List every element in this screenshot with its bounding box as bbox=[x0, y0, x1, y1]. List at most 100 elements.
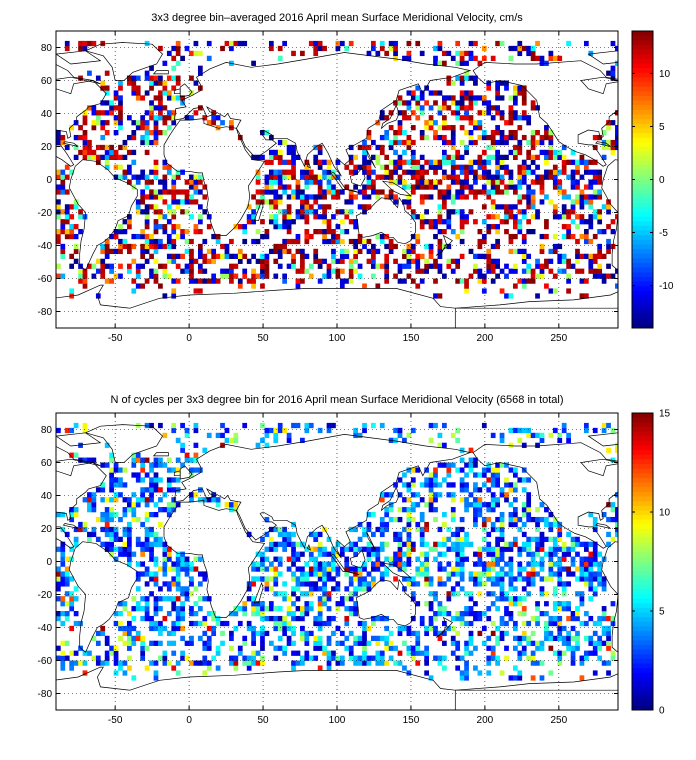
bin-cell bbox=[433, 516, 438, 523]
bin-cell bbox=[135, 502, 141, 508]
bin-cell bbox=[419, 615, 425, 622]
bin-cell bbox=[481, 174, 487, 180]
bin-cell bbox=[322, 238, 327, 245]
bin-cell bbox=[344, 214, 350, 220]
bin-cell bbox=[473, 120, 478, 126]
bin-cell bbox=[433, 507, 438, 513]
bin-cell bbox=[388, 243, 394, 250]
colorbar-tick-label: 0 bbox=[659, 706, 665, 717]
bin-cell bbox=[375, 154, 381, 160]
bin-cell bbox=[122, 229, 128, 235]
bin-cell bbox=[211, 258, 217, 264]
bin-cell bbox=[402, 566, 407, 572]
bin-cell bbox=[575, 611, 580, 617]
bin-cell bbox=[60, 665, 66, 671]
bin-cell bbox=[570, 179, 576, 185]
bin-cell bbox=[521, 194, 527, 200]
bin-cell bbox=[601, 278, 607, 284]
bin-cell bbox=[109, 531, 114, 538]
bin-cell bbox=[588, 551, 594, 557]
bin-cell bbox=[477, 120, 483, 126]
bin-cell bbox=[82, 120, 88, 126]
bin-cell bbox=[526, 139, 532, 146]
bin-cell bbox=[548, 258, 554, 264]
bin-cell bbox=[530, 561, 536, 567]
bin-cell bbox=[126, 526, 132, 533]
colorbar-segment bbox=[632, 82, 653, 88]
bin-cell bbox=[410, 258, 416, 264]
bin-cell bbox=[56, 199, 61, 205]
bin-cell bbox=[419, 253, 425, 259]
bin-cell bbox=[153, 502, 159, 508]
bin-cell bbox=[561, 268, 567, 274]
bin-cell bbox=[397, 507, 403, 513]
bin-cell bbox=[548, 248, 554, 255]
bin-cell bbox=[575, 541, 580, 547]
bin-cell bbox=[171, 576, 177, 582]
bin-cell bbox=[202, 670, 208, 676]
bin-cell bbox=[566, 606, 571, 612]
bin-cell bbox=[397, 139, 403, 146]
colorbar-segment bbox=[632, 700, 653, 706]
bin-cell bbox=[544, 611, 549, 617]
bin-cell bbox=[526, 194, 532, 200]
bin-cell bbox=[82, 134, 88, 141]
bin-cell bbox=[78, 526, 83, 533]
bin-cell bbox=[437, 293, 443, 299]
bin-cell bbox=[353, 243, 359, 250]
bin-cell bbox=[433, 184, 438, 190]
bin-cell bbox=[615, 507, 618, 513]
bin-cell bbox=[424, 194, 429, 200]
bin-cell bbox=[486, 154, 492, 160]
bin-cell bbox=[180, 650, 185, 656]
bin-cell bbox=[557, 189, 563, 195]
bin-cell bbox=[455, 645, 461, 651]
bin-cell bbox=[149, 576, 154, 582]
bin-cell bbox=[308, 586, 314, 592]
bin-cell bbox=[477, 581, 483, 587]
bin-cell bbox=[242, 229, 248, 235]
bin-cell bbox=[406, 169, 412, 175]
bin-cell bbox=[486, 487, 492, 493]
bin-cell bbox=[162, 551, 168, 557]
bin-cell bbox=[122, 601, 128, 607]
bin-cell bbox=[122, 169, 128, 175]
bin-cell bbox=[490, 467, 496, 473]
bin-cell bbox=[158, 521, 163, 528]
bin-cell bbox=[251, 561, 256, 567]
bin-cell bbox=[158, 243, 163, 250]
bin-cell bbox=[300, 194, 305, 200]
bin-cell bbox=[82, 457, 88, 463]
colorbar-segment bbox=[632, 170, 653, 176]
bin-cell bbox=[339, 546, 345, 552]
bin-cell bbox=[308, 179, 314, 185]
bin-cell bbox=[126, 556, 132, 562]
bin-cell bbox=[344, 253, 350, 259]
bin-cell bbox=[450, 482, 456, 488]
bin-cell bbox=[371, 154, 376, 160]
bin-cell bbox=[552, 55, 558, 61]
bin-cell bbox=[144, 139, 150, 146]
bin-cell bbox=[512, 576, 518, 582]
bin-cell bbox=[592, 586, 598, 592]
bin-cell bbox=[552, 164, 558, 170]
bin-cell bbox=[153, 258, 159, 264]
bin-cell bbox=[415, 263, 421, 269]
bin-cell bbox=[348, 144, 354, 151]
bin-cell bbox=[464, 90, 469, 96]
bin-cell bbox=[353, 576, 359, 582]
bin-cell bbox=[446, 174, 452, 180]
bin-cell bbox=[406, 541, 412, 547]
bin-cell bbox=[286, 531, 292, 538]
bin-cell bbox=[375, 526, 381, 533]
bin-cell bbox=[473, 472, 478, 478]
bin-cell bbox=[153, 134, 159, 141]
bin-cell bbox=[308, 194, 314, 200]
bin-cell bbox=[140, 233, 146, 240]
bin-cell bbox=[606, 139, 611, 146]
bin-cell bbox=[535, 130, 540, 136]
bin-cell bbox=[521, 95, 527, 101]
bin-cell bbox=[229, 635, 234, 641]
bin-cell bbox=[495, 482, 500, 488]
bin-cell bbox=[326, 615, 332, 622]
